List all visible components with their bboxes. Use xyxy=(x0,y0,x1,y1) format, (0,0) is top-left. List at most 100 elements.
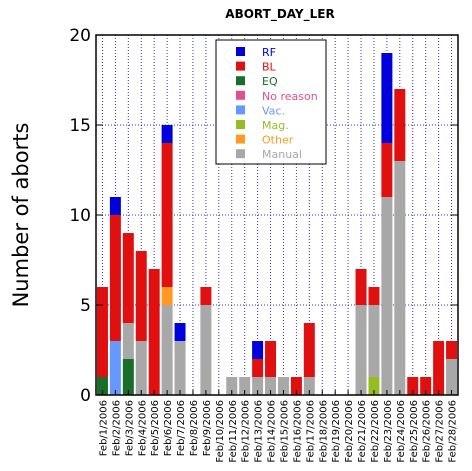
bar-segment-bl xyxy=(252,359,264,377)
y-tick-label: 0 xyxy=(80,386,91,406)
bar-segment-eq xyxy=(122,359,134,395)
bar-segment-manual xyxy=(355,305,367,395)
x-tick-label: Feb/18/2006 xyxy=(318,400,329,463)
y-tick-label: 15 xyxy=(69,116,91,136)
bar-segment-bl xyxy=(200,287,212,305)
bar-segment-rf xyxy=(161,125,173,143)
bar-segment-bl xyxy=(135,251,147,341)
bar-segment-bl xyxy=(303,323,315,377)
chart-title: ABORT_DAY_LER xyxy=(225,7,334,22)
bar-segment-manual xyxy=(368,305,380,377)
legend-swatch xyxy=(236,61,245,71)
x-tick-label: Feb/6/2006 xyxy=(163,400,174,456)
y-axis-label: Number of aborts xyxy=(9,123,33,308)
x-tick-label: Feb/12/2006 xyxy=(241,400,252,463)
x-tick-label: Feb/22/2006 xyxy=(370,400,381,463)
bar-segment-manual xyxy=(239,377,251,395)
legend-swatch xyxy=(236,90,245,100)
x-tick-label: Feb/9/2006 xyxy=(202,400,213,456)
bar-segment-manual xyxy=(161,305,173,395)
bar-segment-manual xyxy=(226,377,238,395)
legend-label: No reason xyxy=(262,90,318,103)
x-tick-label: Feb/2/2006 xyxy=(111,400,122,456)
x-tick-label: Feb/3/2006 xyxy=(124,400,135,456)
legend-swatch xyxy=(236,76,245,86)
x-tick-label: Feb/4/2006 xyxy=(137,400,148,456)
legend-label: BL xyxy=(262,61,277,74)
bar-segment-manual xyxy=(174,341,186,395)
x-tick-label: Feb/16/2006 xyxy=(292,400,303,463)
bar-segment-bl xyxy=(381,143,393,197)
x-tick-label: Feb/27/2006 xyxy=(435,400,446,463)
bar-segment-manual xyxy=(252,377,264,395)
legend-label: EQ xyxy=(262,75,278,88)
bar-segment-bl xyxy=(407,377,419,395)
x-tick-label: Feb/13/2006 xyxy=(254,400,265,463)
legend-swatch xyxy=(236,47,245,56)
legend-label: Vac. xyxy=(262,104,285,117)
x-tick-label: Feb/17/2006 xyxy=(305,400,316,463)
bar-segment-manual xyxy=(122,323,134,359)
bar-segment-manual xyxy=(394,161,406,395)
bar-segment-bl xyxy=(96,287,108,377)
legend-label: Other xyxy=(262,134,294,147)
x-tick-label: Feb/11/2006 xyxy=(228,400,239,463)
bar-segment-manual xyxy=(381,197,393,395)
bar-segment-rf xyxy=(109,197,121,215)
x-tick-label: Feb/15/2006 xyxy=(279,400,290,463)
x-tick-label: Feb/7/2006 xyxy=(176,400,187,456)
legend-swatch xyxy=(236,149,245,159)
x-tick-label: Feb/26/2006 xyxy=(422,400,433,463)
bar-segment-bl xyxy=(122,233,134,323)
bar-segment-bl xyxy=(265,341,277,377)
bar-segment-bl xyxy=(433,341,445,395)
legend-swatch xyxy=(236,105,245,115)
bar-segment-manual xyxy=(277,377,289,395)
bar-segment-rf xyxy=(381,53,393,143)
bar-segment-bl xyxy=(446,341,458,359)
bar-segment-manual xyxy=(446,359,458,395)
bar-segment-manual xyxy=(135,341,147,395)
x-tick-label: Feb/28/2006 xyxy=(448,400,459,463)
bar-segment-manual xyxy=(303,377,315,395)
x-tick-label: Feb/25/2006 xyxy=(409,400,420,463)
x-tick-label: Feb/23/2006 xyxy=(383,400,394,463)
y-tick-label: 10 xyxy=(69,206,91,226)
bar-segment-rf xyxy=(252,341,264,359)
bar-segment-bl xyxy=(394,89,406,161)
x-tick-label: Feb/8/2006 xyxy=(189,400,200,456)
x-tick-label: Feb/24/2006 xyxy=(396,400,407,463)
bar-segment-vac xyxy=(109,341,121,395)
y-tick-label: 20 xyxy=(69,26,91,46)
legend-label: RF xyxy=(262,46,276,59)
bar-segment-eq xyxy=(96,377,108,395)
bar-segment-bl xyxy=(355,269,367,305)
x-tick-label: Feb/21/2006 xyxy=(357,400,368,463)
bar-segment-bl xyxy=(290,377,302,395)
bar-segment-mag xyxy=(368,377,380,395)
x-tick-label: Feb/1/2006 xyxy=(98,400,109,456)
x-tick-label: Feb/5/2006 xyxy=(150,400,161,456)
legend-swatch xyxy=(236,134,245,144)
x-tick-label: Feb/10/2006 xyxy=(215,400,226,463)
legend-label: Manual xyxy=(262,148,302,161)
bar-segment-manual xyxy=(265,377,277,395)
bar-segment-bl xyxy=(161,143,173,287)
x-tick-label: Feb/19/2006 xyxy=(331,400,342,463)
legend-swatch xyxy=(236,120,245,129)
bar-segment-other xyxy=(161,287,173,305)
bar-segment-bl xyxy=(148,269,160,395)
legend-label: Mag. xyxy=(262,119,289,132)
bar-segment-bl xyxy=(109,215,121,341)
y-tick-label: 5 xyxy=(80,296,91,316)
bar-segment-bl xyxy=(368,287,380,305)
x-tick-label: Feb/14/2006 xyxy=(267,400,278,463)
x-tick-label: Feb/20/2006 xyxy=(344,400,355,463)
bar-segment-manual xyxy=(200,305,212,395)
legend-box xyxy=(215,39,327,165)
bar-segment-bl xyxy=(420,377,432,395)
bar-segment-rf xyxy=(174,323,186,341)
